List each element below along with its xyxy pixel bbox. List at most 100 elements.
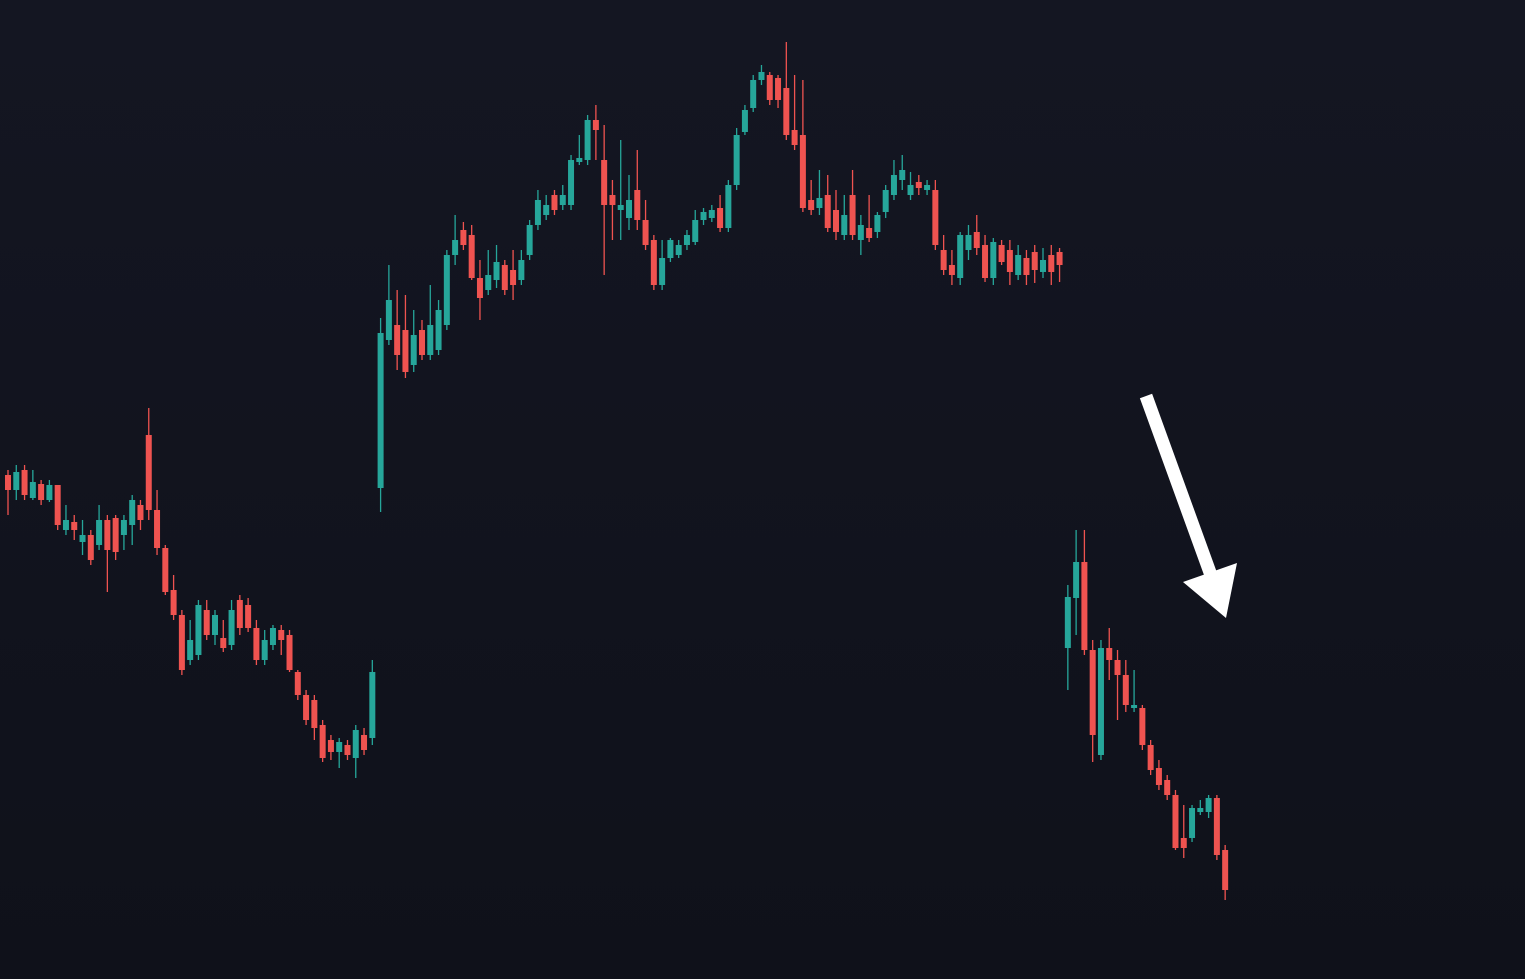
candle-body: [990, 242, 997, 278]
candle-body: [841, 215, 848, 235]
candle-body: [220, 638, 227, 648]
candle-body: [419, 330, 425, 355]
candle-body: [319, 725, 326, 758]
candle-body: [261, 640, 268, 660]
candle-body: [700, 212, 707, 220]
candle-body: [1122, 675, 1129, 705]
candle-body: [725, 185, 732, 228]
candle-body: [1006, 250, 1013, 272]
candle-body: [435, 310, 442, 350]
candle-body: [708, 210, 715, 218]
candle-body: [1172, 795, 1179, 848]
candle-body: [352, 730, 359, 758]
candle-body: [849, 195, 856, 235]
candle-body: [1114, 660, 1121, 675]
candle-body: [915, 182, 922, 188]
candle-body: [866, 228, 873, 238]
candle-body: [120, 520, 127, 535]
candle-body: [154, 510, 161, 548]
candle-body: [534, 200, 541, 225]
candle-body: [1205, 798, 1212, 812]
candle-body: [634, 190, 641, 220]
candle-body: [1073, 562, 1080, 598]
candle-body: [733, 135, 740, 185]
candle-body: [1147, 745, 1154, 770]
candle-body: [874, 215, 881, 232]
candle-body: [452, 240, 459, 255]
candle-body: [973, 232, 980, 248]
candle-body: [485, 275, 492, 290]
candle-body: [253, 628, 260, 660]
candle-body: [766, 75, 773, 100]
candle-body: [311, 700, 318, 728]
candle-body: [228, 610, 235, 645]
candle-body: [526, 225, 533, 255]
candle-body: [965, 235, 972, 250]
candle-body: [394, 325, 401, 355]
candle-body: [71, 522, 78, 530]
candle-body: [1139, 708, 1146, 745]
candle-body: [758, 72, 765, 80]
candle-body: [336, 742, 343, 752]
candles: [5, 42, 1229, 900]
candle-body: [940, 250, 947, 270]
arrow-shaft: [1139, 393, 1219, 581]
candle-body: [833, 210, 839, 232]
candle-body: [1089, 650, 1096, 735]
candle-body: [460, 230, 467, 245]
candle-body: [750, 80, 757, 108]
candle-body: [476, 278, 483, 298]
candle-body: [1064, 597, 1071, 648]
candle-body: [402, 330, 409, 372]
candle-body: [824, 195, 831, 228]
candle-body: [29, 482, 36, 498]
candle-body: [377, 333, 384, 488]
candle-body: [87, 535, 94, 560]
candle-body: [1040, 260, 1046, 272]
candle-body: [104, 520, 111, 550]
candle-body: [170, 590, 177, 615]
candle-body: [303, 695, 310, 720]
candle-body: [518, 260, 525, 280]
candle-body: [568, 160, 575, 205]
candle-body: [493, 262, 500, 280]
candle-body: [1155, 768, 1162, 785]
candle-body: [783, 88, 790, 135]
candle-body: [344, 745, 351, 755]
candle-body: [1015, 255, 1022, 275]
candle-body: [899, 170, 906, 180]
candle-body: [1189, 808, 1196, 838]
candle-body: [1213, 798, 1220, 855]
candle-body: [659, 258, 666, 285]
candle-body: [46, 485, 53, 500]
candle-body: [410, 335, 417, 365]
candle-body: [675, 245, 682, 255]
candle-body: [203, 610, 210, 635]
candle-body: [932, 190, 939, 245]
candle-body: [948, 265, 955, 275]
candle-body: [1056, 252, 1063, 265]
candle-body: [195, 605, 202, 655]
candle-body: [327, 740, 334, 752]
candle-body: [816, 198, 823, 208]
arrow-annotation: [1139, 393, 1237, 618]
candle-body: [1106, 648, 1113, 660]
candle-body: [468, 235, 475, 278]
candle-body: [269, 628, 276, 645]
candle-body: [1180, 838, 1187, 848]
candle-body: [1131, 705, 1138, 708]
candle-body: [808, 200, 815, 210]
candle-body: [1197, 808, 1204, 812]
candle-body: [245, 605, 252, 628]
candle-body: [775, 78, 782, 100]
candle-body: [584, 120, 591, 160]
candle-body: [957, 235, 964, 278]
candle-body: [1023, 258, 1030, 275]
candle-body: [21, 470, 28, 495]
candle-body: [1164, 780, 1171, 795]
candle-body: [799, 135, 806, 208]
candle-body: [369, 672, 376, 738]
candle-body: [286, 635, 293, 670]
